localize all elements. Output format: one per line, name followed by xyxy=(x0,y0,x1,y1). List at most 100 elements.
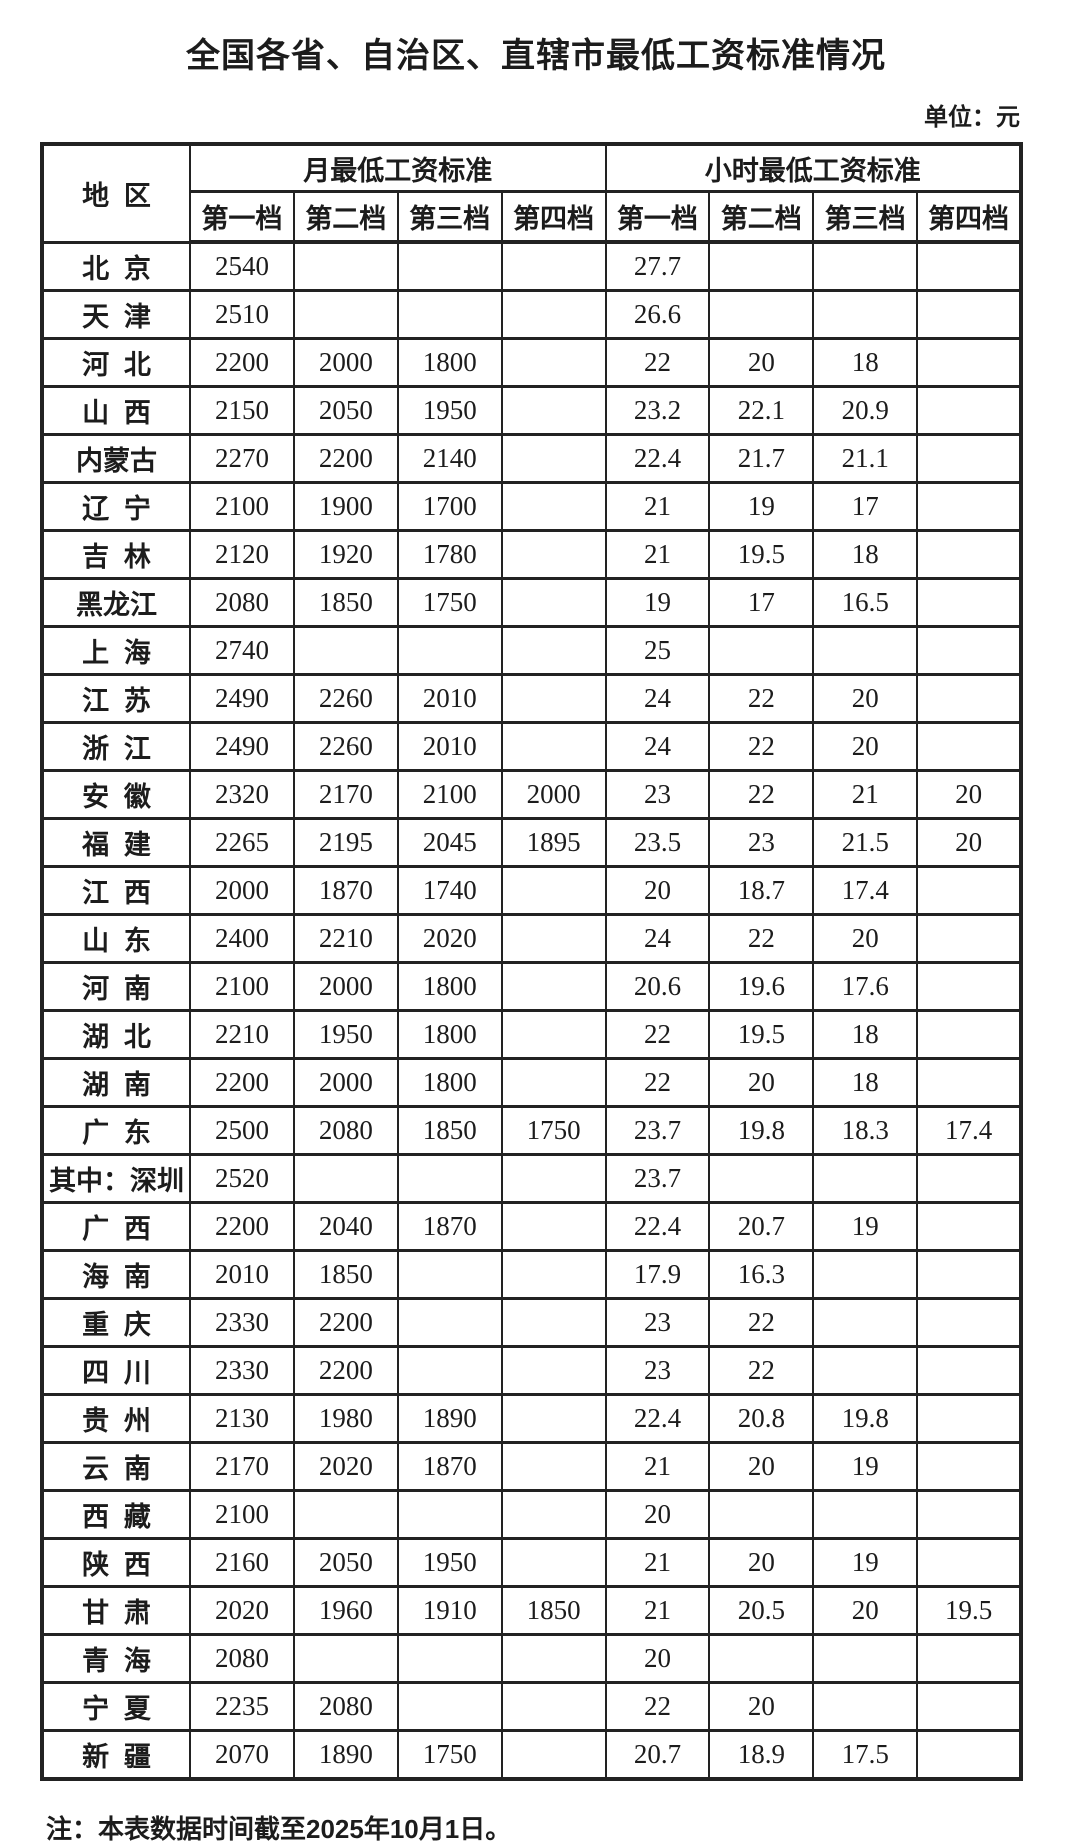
table-row: 天津 2510 26.6 xyxy=(41,289,1022,340)
hourly-tier-3-cell xyxy=(812,1489,919,1540)
region-cell: 江西 xyxy=(41,865,191,916)
monthly-tier-4-cell xyxy=(500,913,607,964)
monthly-tier-2-cell: 1960 xyxy=(292,1585,399,1636)
hourly-tier-2-cell: 21.7 xyxy=(708,433,815,484)
monthly-tier-1-cell: 2265 xyxy=(189,817,295,868)
hourly-tier-1-cell: 20 xyxy=(604,865,711,916)
table-row: 湖南 2200 2000 1800 22 20 18 xyxy=(41,1057,1022,1108)
monthly-tier-3-cell xyxy=(396,240,503,292)
monthly-tier-3-cell: 2100 xyxy=(396,769,503,820)
region-label: 贵州 xyxy=(82,1406,166,1436)
hourly-tier-1-cell: 22 xyxy=(604,1681,711,1732)
region-label: 福建 xyxy=(82,830,166,860)
region-label: 河北 xyxy=(82,350,166,380)
hourly-tier-1-cell: 21 xyxy=(604,1441,711,1492)
monthly-tier-4-cell xyxy=(500,1153,607,1204)
monthly-tier-4-cell xyxy=(500,673,607,724)
monthly-tier-4-cell xyxy=(500,1345,607,1396)
region-label: 北京 xyxy=(82,253,166,284)
monthly-tier-2-cell: 2050 xyxy=(292,385,399,436)
region-label: 青海 xyxy=(82,1646,166,1676)
monthly-tier-2-cell: 2000 xyxy=(292,337,399,388)
monthly-tier-3-cell xyxy=(396,1153,503,1204)
monthly-tier-2-cell xyxy=(292,1633,399,1684)
table-row: 辽宁 2100 1900 1700 21 19 17 xyxy=(41,481,1022,532)
hourly-tier-2-cell: 19.8 xyxy=(708,1105,815,1156)
hourly-tier-1-cell: 24 xyxy=(604,721,711,772)
monthly-tier-1-cell: 2010 xyxy=(189,1249,295,1300)
region-label: 黑龙江 xyxy=(76,590,157,620)
monthly-tier-3-cell xyxy=(396,1249,503,1300)
table-row: 重庆 2330 2200 23 22 xyxy=(41,1297,1022,1348)
region-cell: 广东 xyxy=(41,1105,191,1156)
monthly-tier-1-cell: 2490 xyxy=(189,673,295,724)
region-cell: 新疆 xyxy=(41,1729,191,1781)
hourly-tier-3-cell xyxy=(812,1153,919,1204)
monthly-tier-1-cell: 2540 xyxy=(189,240,295,292)
monthly-tier-4-cell xyxy=(500,337,607,388)
hourly-tier-4-cell xyxy=(916,1153,1022,1204)
monthly-tier-2-cell: 2170 xyxy=(292,769,399,820)
hourly-group-header: 小时最低工资标准 xyxy=(604,142,1022,193)
monthly-tier-2-cell: 2000 xyxy=(292,961,399,1012)
page-title: 全国各省、自治区、直辖市最低工资标准情况 xyxy=(186,37,886,75)
monthly-tier-1-cell: 2150 xyxy=(189,385,295,436)
monthly-tier-4-cell xyxy=(500,721,607,772)
region-cell: 广西 xyxy=(41,1201,191,1252)
hourly-tier-4-cell xyxy=(916,1681,1022,1732)
monthly-tier-2-cell: 2040 xyxy=(292,1201,399,1252)
hourly-tier-1-cell: 24 xyxy=(604,913,711,964)
hourly-tier-1-cell: 22 xyxy=(604,1057,711,1108)
hourly-tier-2-cell: 23 xyxy=(708,817,815,868)
hourly-tier-2-cell: 22 xyxy=(708,1297,815,1348)
region-cell: 山东 xyxy=(41,913,191,964)
monthly-tier-4-cell xyxy=(500,1633,607,1684)
hourly-tier-4-cell xyxy=(916,1249,1022,1300)
region-label: 山西 xyxy=(82,398,166,428)
hourly-tier-4-cell: 20 xyxy=(916,769,1022,820)
hourly-tier-4-cell xyxy=(916,1009,1022,1060)
tier-header-monthly-3: 第三档 xyxy=(396,190,503,244)
monthly-tier-1-cell: 2100 xyxy=(189,481,295,532)
hourly-tier-3-cell: 17.4 xyxy=(812,865,919,916)
monthly-tier-3-cell xyxy=(396,1681,503,1732)
region-column-header: 地区 xyxy=(41,142,191,243)
region-label: 上海 xyxy=(82,638,166,668)
monthly-tier-2-cell: 2210 xyxy=(292,913,399,964)
hourly-tier-4-cell xyxy=(916,1729,1022,1781)
region-cell: 其中：深圳 xyxy=(41,1153,191,1204)
monthly-tier-4-cell xyxy=(500,1249,607,1300)
hourly-tier-4-cell xyxy=(916,481,1022,532)
monthly-tier-3-cell xyxy=(396,1489,503,1540)
hourly-tier-3-cell xyxy=(812,1345,919,1396)
monthly-tier-3-cell xyxy=(396,625,503,676)
tier-header-hourly-4: 第四档 xyxy=(916,190,1022,244)
hourly-tier-2-cell: 22 xyxy=(708,913,815,964)
region-label: 海南 xyxy=(82,1262,166,1292)
monthly-tier-1-cell: 2080 xyxy=(189,577,295,628)
region-cell: 北京 xyxy=(41,240,191,292)
region-cell: 上海 xyxy=(41,625,191,676)
monthly-tier-4-cell xyxy=(500,385,607,436)
hourly-tier-2-cell: 22 xyxy=(708,1345,815,1396)
region-cell: 辽宁 xyxy=(41,481,191,532)
hourly-tier-4-cell xyxy=(916,1441,1022,1492)
hourly-tier-1-cell: 27.7 xyxy=(604,240,711,292)
table-row: 广东 2500 2080 1850 1750 23.7 19.8 18.3 17.4 xyxy=(41,1105,1022,1156)
monthly-tier-2-cell: 2050 xyxy=(292,1537,399,1588)
hourly-tier-4-cell xyxy=(916,961,1022,1012)
region-label: 天津 xyxy=(82,302,166,332)
monthly-tier-1-cell: 2200 xyxy=(189,337,295,388)
monthly-tier-1-cell: 2330 xyxy=(189,1297,295,1348)
monthly-tier-1-cell: 2020 xyxy=(189,1585,295,1636)
table-row: 青海 2080 20 xyxy=(41,1633,1022,1684)
hourly-tier-3-cell: 18 xyxy=(812,1057,919,1108)
hourly-tier-1-cell: 20 xyxy=(604,1489,711,1540)
monthly-tier-2-cell: 1980 xyxy=(292,1393,399,1444)
hourly-tier-1-cell: 17.9 xyxy=(604,1249,711,1300)
hourly-tier-4-cell xyxy=(916,721,1022,772)
hourly-tier-3-cell xyxy=(812,1297,919,1348)
hourly-tier-3-cell: 20 xyxy=(812,673,919,724)
monthly-tier-2-cell xyxy=(292,289,399,340)
hourly-tier-4-cell xyxy=(916,1345,1022,1396)
